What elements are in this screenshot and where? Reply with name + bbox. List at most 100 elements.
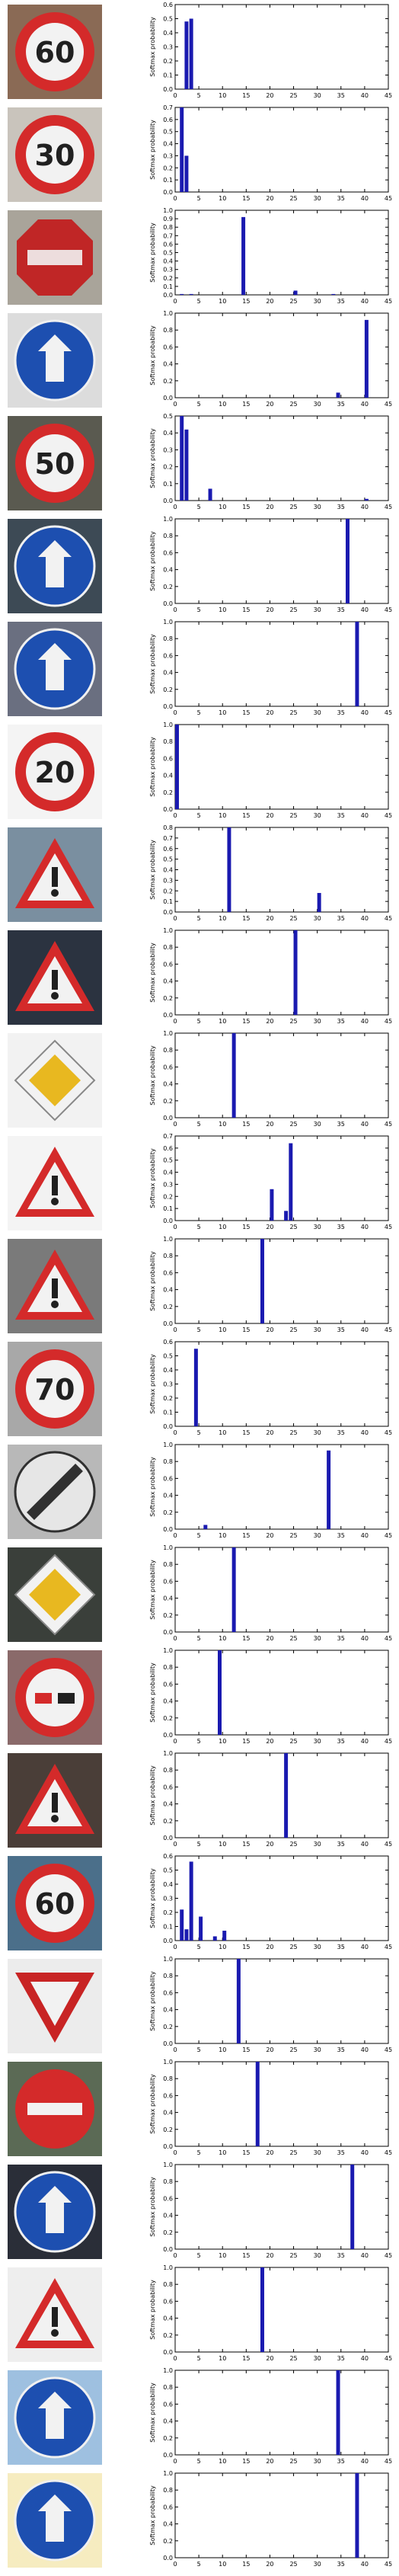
y-tick-label: 0.6 [163, 1339, 173, 1346]
x-tick-label: 15 [242, 2252, 250, 2259]
x-tick-label: 45 [385, 401, 392, 408]
y-tick-label: 0.6 [163, 1145, 173, 1152]
y-tick-label: 0.6 [163, 2195, 173, 2202]
x-tick-label: 10 [219, 92, 226, 99]
x-tick-label: 30 [314, 1944, 321, 1950]
x-tick-label: 5 [197, 92, 201, 99]
y-tick-label: 0.8 [163, 2384, 173, 2391]
y-tick-label: 0.2 [163, 1909, 173, 1916]
speed-limit-60-2-sign-icon: 60 [8, 1856, 102, 1950]
y-tick-label: 0.8 [163, 2487, 173, 2494]
y-tick-label: 0.7 [163, 1133, 173, 1140]
y-tick-label: 0.6 [163, 2298, 173, 2305]
x-tick-label: 45 [385, 2561, 392, 2568]
y-tick-label: 0.0 [163, 1526, 173, 1533]
y-tick-label: 0.0 [163, 189, 173, 196]
y-tick-label: 0.5 [163, 1867, 173, 1874]
x-tick-label: 45 [385, 1841, 392, 1848]
y-tick-label: 0.2 [163, 1304, 173, 1310]
x-tick-label: 40 [361, 2252, 369, 2259]
probability-bar [284, 1753, 289, 1838]
y-tick-label: 0.0 [163, 1423, 173, 1430]
y-tick-label: 0.8 [163, 533, 173, 539]
x-tick-label: 30 [314, 1121, 321, 1128]
sign-thumbnail [8, 622, 102, 716]
x-tick-label: 5 [197, 2458, 201, 2465]
y-tick-label: 0.4 [163, 2315, 173, 2322]
probability-bar [180, 1909, 184, 1941]
plot-frame [174, 1855, 389, 1941]
x-tick-label: 30 [314, 2149, 321, 2156]
y-tick-label: 0.0 [163, 292, 173, 299]
y-tick-label: 0.2 [163, 378, 173, 385]
y-tick-label: 0.0 [163, 1115, 173, 1122]
roundabout-mandatory-sign-icon [8, 313, 102, 408]
x-tick-label: 5 [197, 915, 201, 922]
y-axis-label: Softmax probability [149, 428, 156, 488]
x-tick-label: 5 [197, 606, 201, 613]
y-tick-label: 0.3 [163, 1181, 173, 1188]
y-axis-label: Softmax probability [149, 17, 156, 77]
x-tick-label: 25 [289, 1326, 297, 1333]
x-tick-label: 40 [361, 92, 369, 99]
y-axis-label: Softmax probability [149, 2177, 156, 2237]
x-tick-label: 40 [361, 1224, 369, 1230]
softmax-bar-chart: 0.0 0.2 0.4 0.6 0.8 1.0 5 10 15 20 25 30 35 40 45 0 Soft… [145, 2160, 399, 2263]
softmax-bar-chart: 0.0 0.1 0.2 0.3 0.4 0.5 0.6 5 10 15 20 25 30 35 40 45 0 S… [145, 1337, 399, 1440]
y-tick-label: 0.6 [163, 2401, 173, 2408]
y-tick-label: 0.1 [163, 1205, 173, 1212]
x-tick-label: 25 [289, 195, 297, 202]
y-tick-label: 0.8 [163, 327, 173, 334]
probability-bar [260, 2267, 264, 2352]
x-tick-label: 30 [314, 2252, 321, 2259]
speed-limit-30-sign-icon: 30 [8, 107, 102, 202]
road-work-sign-icon [8, 930, 102, 1025]
x-tick-label: 0 [173, 1738, 177, 1745]
probability-bar [184, 1929, 189, 1941]
x-tick-label: 15 [242, 298, 250, 305]
y-tick-label: 1.0 [163, 516, 173, 523]
chart-row-stop: 0.0 0.1 0.2 0.3 0.4 0.5 0.6 0.7 0.8 0.9 1.0 5 10 15 20… [0, 206, 399, 309]
y-axis-label: Softmax probability [149, 942, 156, 1003]
y-tick-label: 0.6 [163, 1269, 173, 1276]
chart-row-end-of-all-limits: 0.0 0.2 0.4 0.6 0.8 1.0 5 10 15 20 25 30 35 40 45 0 Soft… [0, 1440, 399, 1543]
probability-bar [231, 1547, 236, 1632]
x-tick-label: 0 [173, 2046, 177, 2053]
y-tick-label: 1.0 [163, 619, 173, 626]
softmax-bar-chart: 0.0 0.2 0.4 0.6 0.8 1.0 5 10 15 20 25 30 35 40 45 0 Soft… [145, 617, 399, 720]
chart-row-roundabout-mandatory: 0.0 0.2 0.4 0.6 0.8 1.0 5 10 15 20 25 30 35 40 45 0 Soft… [0, 309, 399, 411]
probability-bar [270, 1189, 274, 1221]
x-tick-label: 30 [314, 2561, 321, 2568]
probability-bar [293, 930, 298, 1015]
x-tick-label: 20 [266, 1121, 273, 1128]
x-tick-label: 10 [219, 1326, 226, 1333]
y-tick-label: 0.8 [163, 1973, 173, 1979]
x-tick-label: 30 [314, 915, 321, 922]
y-tick-label: 0.2 [163, 1509, 173, 1516]
probability-bar [336, 2370, 340, 2455]
x-tick-label: 35 [337, 709, 345, 716]
x-tick-label: 40 [361, 504, 369, 510]
y-axis-label: Softmax probability [149, 1457, 156, 1517]
x-tick-label: 25 [289, 709, 297, 716]
x-tick-label: 10 [219, 2355, 226, 2362]
probability-bar [355, 622, 359, 706]
x-tick-label: 45 [385, 709, 392, 716]
x-tick-label: 5 [197, 1224, 201, 1230]
x-tick-label: 15 [242, 1121, 250, 1128]
softmax-bar-chart: 0.0 0.1 0.2 0.3 0.4 0.5 0.6 0.7 0.8 0.9 1.0 5 10 15 20… [145, 206, 399, 309]
x-tick-label: 35 [337, 2252, 345, 2259]
y-tick-label: 0.0 [163, 86, 173, 93]
y-tick-label: 0.4 [163, 1801, 173, 1808]
svg-text:60: 60 [35, 36, 75, 69]
chart-row-go-straight-or-right: 0.0 0.2 0.4 0.6 0.8 1.0 5 10 15 20 25 30 35 40 45 0 Soft… [0, 514, 399, 617]
x-tick-label: 15 [242, 1635, 250, 1642]
plot-frame [174, 1444, 389, 1530]
y-tick-label: 0.3 [163, 446, 173, 453]
x-tick-label: 20 [266, 401, 273, 408]
y-axis-label: Softmax probability [149, 120, 156, 180]
softmax-bar-chart: 0.0 0.1 0.2 0.3 0.4 0.5 5 10 15 20 25 30 35 40 45 0 Soft… [145, 411, 399, 514]
x-tick-label: 45 [385, 2355, 392, 2362]
probability-bar [199, 1916, 203, 1941]
x-tick-label: 35 [337, 2561, 345, 2568]
